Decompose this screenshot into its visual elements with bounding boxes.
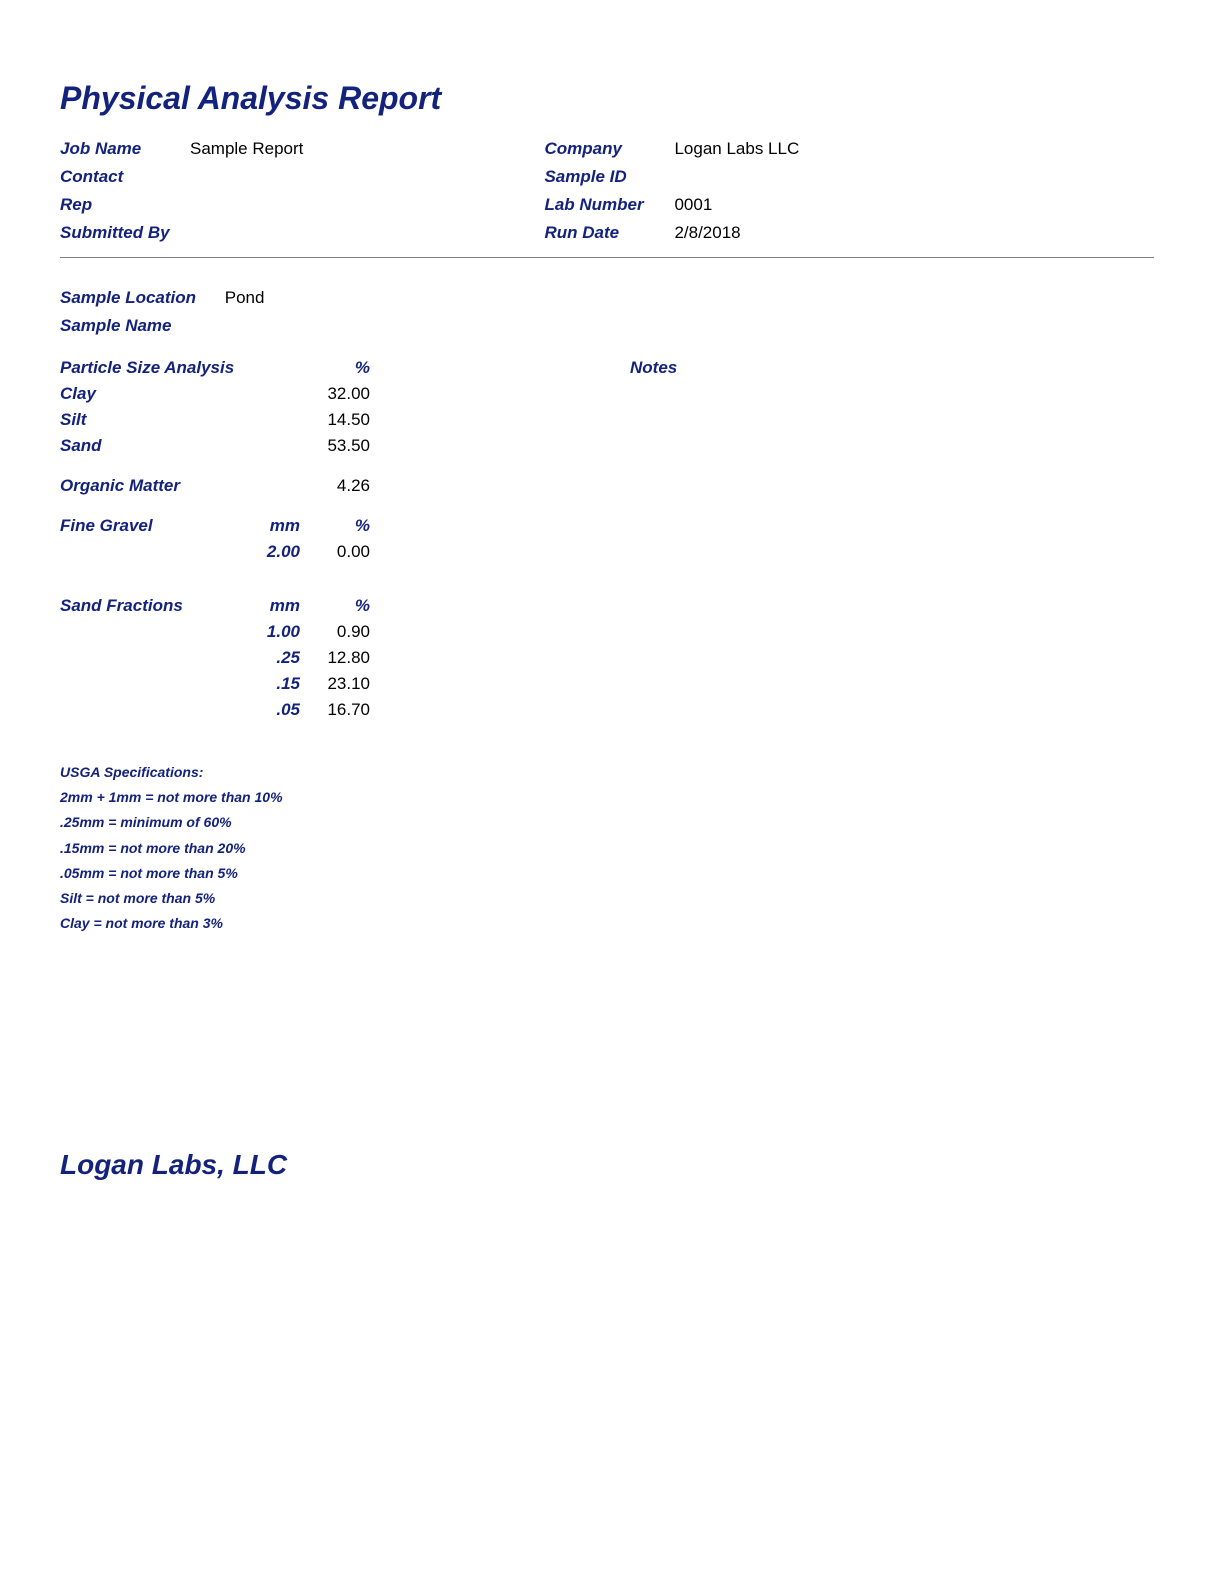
sample-location-row: Sample Location Pond [60, 288, 1154, 308]
clay-value: 32.00 [300, 384, 370, 404]
sample-location-value: Pond [225, 288, 265, 307]
table-row: .15 23.10 [60, 674, 1154, 694]
header-block: Job Name Sample Report Contact Rep Submi… [60, 139, 1154, 251]
table-row: 2.00 0.00 [60, 542, 1154, 562]
usga-specifications: USGA Specifications: 2mm + 1mm = not mor… [60, 760, 1154, 936]
table-row: Clay 32.00 [60, 384, 1154, 404]
sf-val-0: 0.90 [300, 622, 370, 642]
run-date-row: Run Date 2/8/2018 [544, 223, 1024, 243]
fine-gravel-heading: Fine Gravel [60, 516, 240, 536]
report-title: Physical Analysis Report [60, 80, 1154, 117]
organic-matter-label: Organic Matter [60, 476, 240, 496]
fine-gravel-mm: 2.00 [240, 542, 300, 562]
table-row: Sand 53.50 [60, 436, 1154, 456]
sf-mm-3: .05 [240, 700, 300, 720]
usga-line: .25mm = minimum of 60% [60, 810, 1154, 835]
sample-name-row: Sample Name [60, 316, 1154, 336]
sand-fractions-header: Sand Fractions mm % [60, 596, 1154, 616]
sand-value: 53.50 [300, 436, 370, 456]
lab-number-label: Lab Number [544, 195, 674, 215]
report-page: Physical Analysis Report Job Name Sample… [0, 0, 1214, 1571]
fine-gravel-value: 0.00 [300, 542, 370, 562]
sand-fractions-mm-label: mm [240, 596, 300, 616]
usga-heading: USGA Specifications: [60, 760, 1154, 785]
fine-gravel-mm-label: mm [240, 516, 300, 536]
sf-val-1: 12.80 [300, 648, 370, 668]
usga-line: Silt = not more than 5% [60, 886, 1154, 911]
job-name-label: Job Name [60, 139, 190, 159]
table-row: .25 12.80 [60, 648, 1154, 668]
run-date-value: 2/8/2018 [674, 223, 740, 243]
organic-matter-value: 4.26 [300, 476, 370, 496]
usga-line: 2mm + 1mm = not more than 10% [60, 785, 1154, 810]
sf-mm-0: 1.00 [240, 622, 300, 642]
footer-company: Logan Labs, LLC [60, 1149, 287, 1181]
header-right-column: Company Logan Labs LLC Sample ID Lab Num… [544, 139, 1024, 251]
company-value: Logan Labs LLC [674, 139, 799, 159]
silt-value: 14.50 [300, 410, 370, 430]
sf-val-2: 23.10 [300, 674, 370, 694]
rep-row: Rep [60, 195, 540, 215]
table-row: 1.00 0.90 [60, 622, 1154, 642]
contact-label: Contact [60, 167, 190, 187]
lab-number-value: 0001 [674, 195, 712, 215]
submitted-by-row: Submitted By [60, 223, 540, 243]
clay-label: Clay [60, 384, 240, 404]
sand-fractions-pct-label: % [300, 596, 370, 616]
usga-line: Clay = not more than 3% [60, 911, 1154, 936]
sf-mm-2: .15 [240, 674, 300, 694]
sf-val-3: 16.70 [300, 700, 370, 720]
particle-size-table: Particle Size Analysis % Clay 32.00 Silt… [60, 358, 1154, 720]
sample-location-label: Sample Location [60, 288, 220, 308]
sand-label: Sand [60, 436, 240, 456]
usga-line: .15mm = not more than 20% [60, 836, 1154, 861]
particle-size-heading: Particle Size Analysis [60, 358, 240, 378]
fine-gravel-header: Fine Gravel mm % [60, 516, 1154, 536]
notes-label: Notes [630, 358, 677, 378]
organic-matter-row: Organic Matter 4.26 [60, 476, 1154, 496]
silt-label: Silt [60, 410, 240, 430]
sample-id-row: Sample ID [544, 167, 1024, 187]
submitted-by-label: Submitted By [60, 223, 190, 243]
job-name-value: Sample Report [190, 139, 303, 159]
header-left-column: Job Name Sample Report Contact Rep Submi… [60, 139, 540, 251]
sample-id-label: Sample ID [544, 167, 674, 187]
particle-size-pct-label: % [300, 358, 370, 378]
fine-gravel-pct-label: % [300, 516, 370, 536]
sf-mm-1: .25 [240, 648, 300, 668]
company-label: Company [544, 139, 674, 159]
table-row: Silt 14.50 [60, 410, 1154, 430]
sand-fractions-heading: Sand Fractions [60, 596, 240, 616]
company-row: Company Logan Labs LLC [544, 139, 1024, 159]
table-row: .05 16.70 [60, 700, 1154, 720]
sample-name-label: Sample Name [60, 316, 220, 336]
particle-size-header: Particle Size Analysis % [60, 358, 1154, 378]
run-date-label: Run Date [544, 223, 674, 243]
usga-line: .05mm = not more than 5% [60, 861, 1154, 886]
lab-number-row: Lab Number 0001 [544, 195, 1024, 215]
job-name-row: Job Name Sample Report [60, 139, 540, 159]
rep-label: Rep [60, 195, 190, 215]
header-divider [60, 257, 1154, 258]
contact-row: Contact [60, 167, 540, 187]
